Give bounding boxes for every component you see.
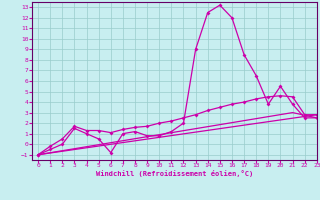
X-axis label: Windchill (Refroidissement éolien,°C): Windchill (Refroidissement éolien,°C) bbox=[96, 170, 253, 177]
